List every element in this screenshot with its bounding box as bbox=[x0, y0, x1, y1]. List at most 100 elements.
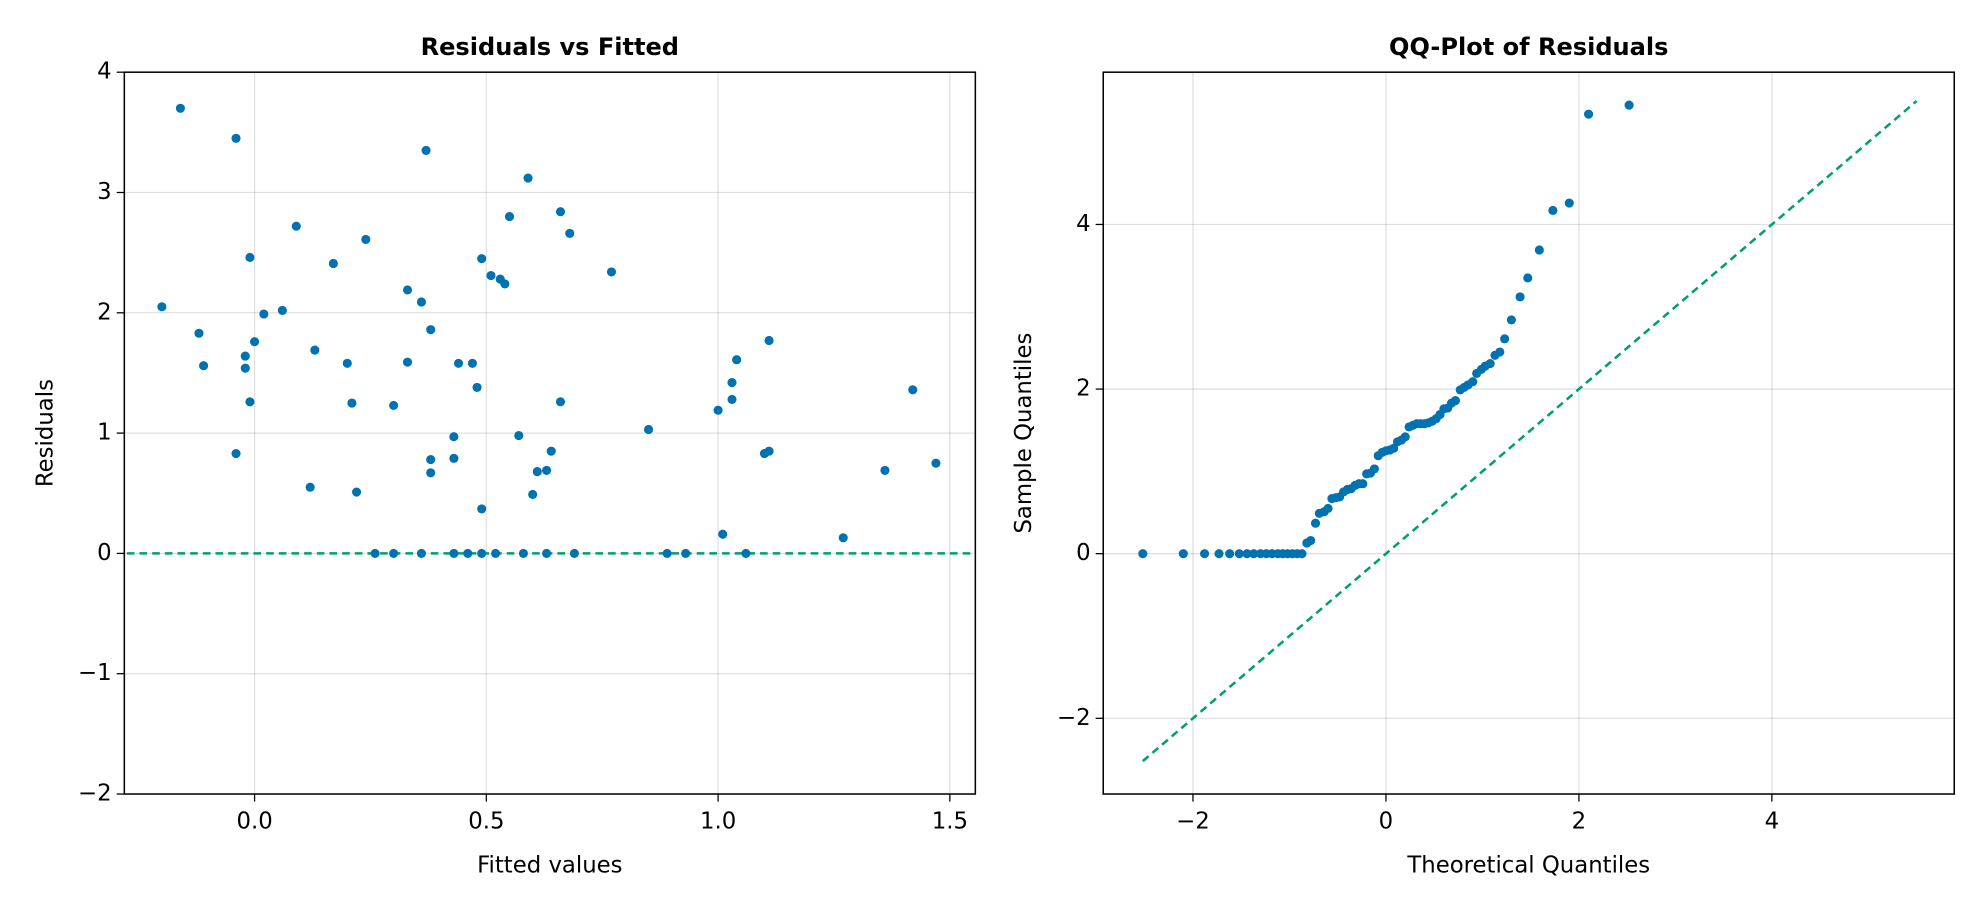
point bbox=[764, 335, 774, 346]
y-tick-label: 2 bbox=[97, 299, 112, 325]
point bbox=[542, 548, 552, 558]
point bbox=[1584, 109, 1594, 119]
chart-title: QQ-Plot of Residuals bbox=[1389, 33, 1668, 61]
point bbox=[1242, 549, 1252, 559]
point bbox=[931, 458, 941, 468]
point bbox=[713, 405, 723, 415]
point bbox=[727, 378, 737, 388]
point bbox=[569, 548, 579, 558]
point bbox=[1500, 334, 1510, 344]
point bbox=[449, 432, 459, 442]
point bbox=[194, 328, 204, 338]
point bbox=[421, 145, 431, 155]
point bbox=[231, 448, 241, 459]
point bbox=[565, 228, 575, 238]
point bbox=[245, 397, 255, 407]
y-axis-label: Residuals bbox=[32, 379, 58, 487]
subplot: −2 0 2 4 −2 0 2 4 QQ-Plot of Residuals Theoretica… bbox=[1011, 33, 1956, 879]
y-tick-label: 4 bbox=[97, 59, 112, 85]
point bbox=[426, 468, 436, 478]
point bbox=[1624, 100, 1634, 110]
point bbox=[416, 297, 426, 307]
point bbox=[1369, 464, 1379, 474]
point bbox=[1564, 198, 1574, 208]
point bbox=[1249, 549, 1259, 559]
point bbox=[555, 397, 566, 407]
x-axis-label: Theoretical Quantiles bbox=[1406, 853, 1650, 879]
point bbox=[1534, 245, 1544, 255]
point bbox=[528, 489, 538, 500]
point bbox=[416, 548, 426, 558]
point bbox=[1495, 347, 1505, 357]
x-tick-label: −2 bbox=[1176, 808, 1210, 834]
point bbox=[606, 267, 617, 277]
y-tick-label: 0 bbox=[97, 540, 112, 566]
point bbox=[370, 548, 380, 558]
point bbox=[310, 345, 320, 355]
point bbox=[291, 221, 301, 231]
point bbox=[732, 355, 742, 365]
point bbox=[453, 358, 464, 368]
x-tick-label: 0.0 bbox=[236, 808, 272, 834]
point bbox=[718, 529, 728, 539]
point bbox=[1199, 549, 1210, 559]
point bbox=[402, 285, 413, 295]
point bbox=[1306, 535, 1316, 546]
point bbox=[402, 357, 413, 367]
point bbox=[389, 400, 399, 410]
point bbox=[523, 173, 533, 183]
point bbox=[472, 382, 482, 392]
point bbox=[643, 424, 654, 435]
x-tick-label: 2 bbox=[1572, 808, 1587, 834]
plot-frame bbox=[123, 71, 977, 795]
point bbox=[245, 252, 255, 263]
point bbox=[449, 548, 459, 558]
y-tick-label: 1 bbox=[97, 420, 112, 446]
point bbox=[1358, 479, 1368, 489]
point bbox=[328, 258, 338, 269]
point bbox=[1468, 377, 1478, 387]
point bbox=[426, 325, 436, 335]
point bbox=[449, 453, 459, 463]
y-tick-label: −2 bbox=[1057, 705, 1091, 731]
y-tick-label: 3 bbox=[97, 179, 112, 205]
point bbox=[1138, 549, 1148, 559]
point bbox=[199, 361, 209, 371]
point bbox=[240, 363, 250, 373]
point bbox=[1310, 518, 1321, 528]
point bbox=[486, 270, 496, 281]
point bbox=[546, 446, 556, 456]
point bbox=[477, 504, 487, 514]
reference-line bbox=[1141, 100, 1918, 763]
y-tick-label: −2 bbox=[78, 781, 112, 807]
point bbox=[342, 358, 352, 368]
point bbox=[477, 548, 487, 558]
point bbox=[504, 211, 515, 222]
point bbox=[681, 548, 691, 558]
point bbox=[477, 254, 487, 264]
plot-frame bbox=[1102, 71, 1956, 795]
point bbox=[277, 305, 287, 315]
point bbox=[467, 358, 477, 368]
point bbox=[491, 548, 501, 558]
point bbox=[157, 302, 167, 312]
point bbox=[1548, 205, 1558, 216]
x-tick-label: 1.0 bbox=[700, 808, 736, 834]
point bbox=[1515, 292, 1525, 302]
point bbox=[463, 548, 473, 558]
x-tick-label: 0.5 bbox=[468, 808, 504, 834]
x-tick-label: 1.5 bbox=[932, 808, 968, 834]
point bbox=[908, 385, 918, 395]
point bbox=[1400, 432, 1410, 442]
point bbox=[1214, 549, 1224, 559]
y-axis-label: Sample Quantiles bbox=[1011, 333, 1037, 534]
x-axis-label: Fitted values bbox=[477, 853, 622, 879]
point bbox=[542, 465, 552, 475]
point bbox=[1178, 549, 1188, 559]
point bbox=[1389, 443, 1399, 453]
point bbox=[305, 482, 315, 492]
point bbox=[880, 465, 890, 475]
point bbox=[500, 279, 510, 289]
